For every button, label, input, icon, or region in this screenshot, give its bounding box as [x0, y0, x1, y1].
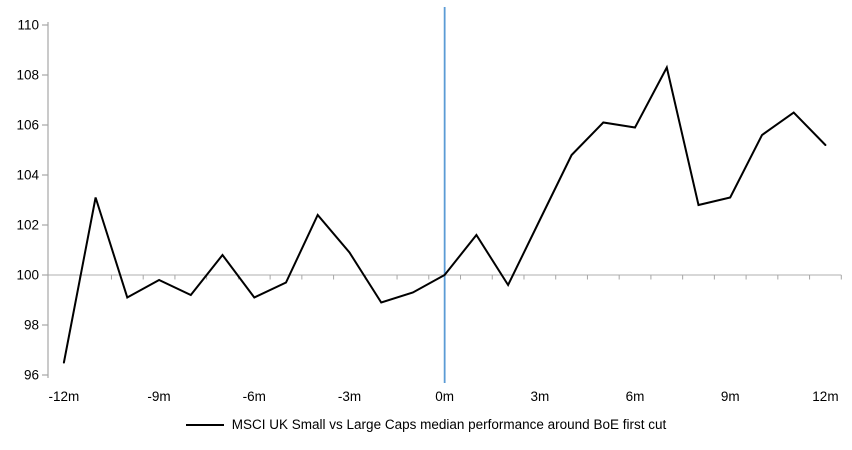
x-tick-label: 9m [721, 389, 740, 404]
x-tick-label: 3m [530, 389, 549, 404]
x-tick-label: -9m [147, 389, 170, 404]
x-tick-label: 0m [435, 389, 454, 404]
y-tick-label: 96 [24, 368, 39, 383]
legend: MSCI UK Small vs Large Caps median perfo… [0, 417, 852, 432]
x-tick-label: -12m [48, 389, 79, 404]
y-tick-label: 102 [16, 218, 39, 233]
legend-label: MSCI UK Small vs Large Caps median perfo… [231, 417, 667, 432]
y-tick-label: 104 [16, 168, 39, 183]
x-tick-label: -6m [243, 389, 266, 404]
legend-line-swatch [185, 423, 224, 426]
x-tick-label: 12m [812, 389, 838, 404]
x-tick-label: 6m [626, 389, 645, 404]
y-tick-label: 106 [16, 118, 39, 133]
y-tick-label: 110 [17, 18, 39, 33]
y-tick-label: 100 [16, 268, 39, 283]
y-tick-label: 108 [16, 68, 39, 83]
y-tick-label: 98 [24, 318, 39, 333]
x-tick-label: -3m [338, 389, 361, 404]
series-line [62, 64, 827, 364]
